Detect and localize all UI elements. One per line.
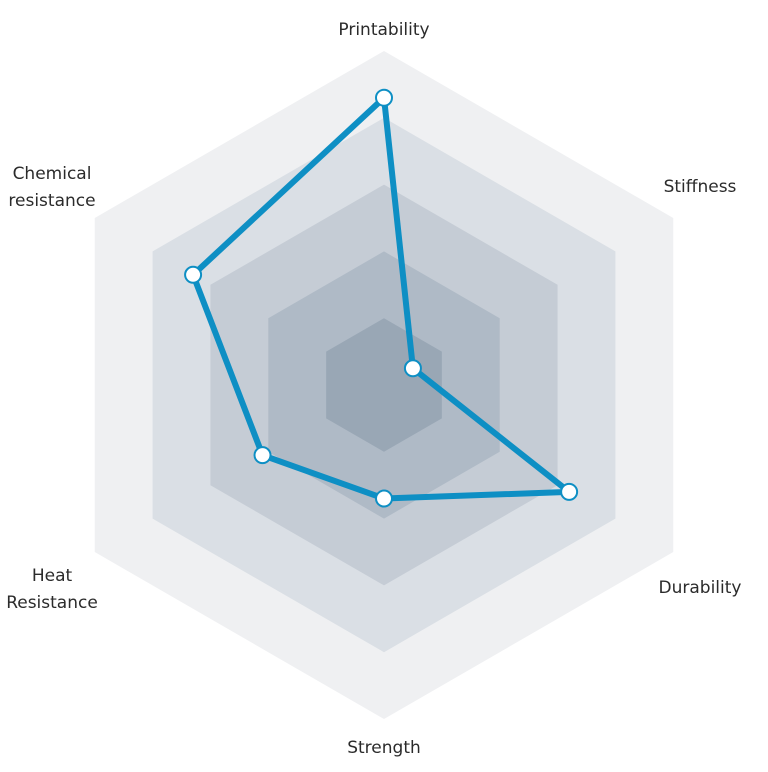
series-layer — [184, 88, 579, 508]
axis-label-line: Stiffness — [664, 177, 737, 197]
axis-label-line: Strength — [347, 738, 421, 758]
data-point-durability[interactable] — [560, 482, 579, 501]
axis-label-heat_resistance: Heat Resistance — [6, 566, 98, 613]
axis-labels: Printability Stiffness Durability Strength H… — [6, 20, 741, 758]
axis-label-durability: Durability — [659, 578, 742, 598]
axis-label-printability: Printability — [338, 20, 429, 40]
axis-label-stiffness: Stiffness — [664, 177, 737, 197]
axis-label-line: Chemical — [13, 164, 92, 184]
data-point-heat_resistance[interactable] — [253, 446, 272, 465]
axis-label-line: Heat — [32, 566, 73, 586]
data-point-printability[interactable] — [375, 88, 393, 107]
axis-label-line: Resistance — [6, 593, 98, 613]
data-point-stiffness[interactable] — [403, 359, 422, 378]
data-point-strength[interactable] — [375, 489, 393, 508]
grid-rings — [94, 51, 674, 719]
axis-label-chemical_resistance: Chemical resistance — [8, 164, 95, 211]
data-point-chemical_resistance[interactable] — [184, 265, 203, 284]
axis-label-line: Printability — [338, 20, 429, 40]
axis-label-strength: Strength — [347, 738, 421, 758]
axis-label-line: resistance — [8, 191, 95, 211]
axis-label-line: Durability — [659, 578, 742, 598]
